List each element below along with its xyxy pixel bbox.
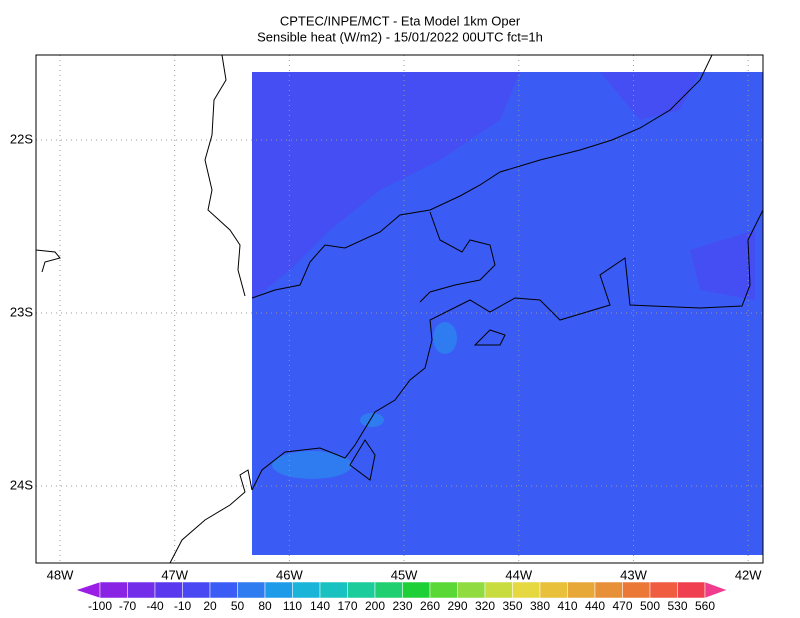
lon-label: 48W [47,567,74,582]
coastline [169,469,253,564]
colorbar-box [539,581,568,599]
colorbar-box [237,581,266,599]
colorbar-label: 50 [231,599,245,613]
data-field [252,72,763,555]
grid [36,55,763,563]
colorbar-box [429,581,458,599]
colorbar-box [374,581,403,599]
colorbar-box [182,581,211,599]
colorbar-box [677,581,706,599]
field-patch [360,413,384,427]
colorbar-label: 200 [365,599,385,613]
lat-label: 23S [10,304,33,319]
colorbar-label: 170 [337,599,357,613]
colorbar-label: -40 [146,599,164,613]
coastline [473,329,506,346]
lon-label: 42W [735,567,762,582]
colorbar-box [319,581,348,599]
colorbar-label: 380 [530,599,550,613]
colorbar-label: -100 [88,599,112,613]
lon-label: 43W [620,567,647,582]
lon-label: 44W [505,567,532,582]
colorbar-box [484,581,513,599]
colorbar-arrow [75,581,101,599]
field-patch [252,72,520,300]
colorbar-label: 20 [203,599,217,613]
lon-label: 46W [276,567,303,582]
colorbar-label: 560 [695,599,715,613]
colorbar-label: 440 [585,599,605,613]
colorbar-box [402,581,431,599]
coastlines [35,54,764,564]
colorbar-box [594,581,623,599]
colorbar-label: 470 [612,599,632,613]
colorbar-label: 80 [258,599,272,613]
colorbar-label: 290 [447,599,467,613]
lon-label: 45W [391,567,418,582]
lat-label: 22S [10,131,33,146]
colorbar-label: 350 [502,599,522,613]
colorbar-box [622,581,651,599]
colorbar-box [292,581,321,599]
title: CPTEC/INPE/MCT - Eta Model 1km Oper [280,13,521,28]
colorbar-box [649,581,678,599]
map-frame [35,54,764,564]
field-patch [600,72,700,120]
colorbar-label: -10 [174,599,192,613]
lat-label: 24S [10,477,33,492]
colorbar-label: -70 [119,599,137,613]
colorbar-box [127,581,156,599]
coastline [35,249,61,273]
colorbar-box [209,581,238,599]
colorbar-label: 230 [392,599,412,613]
coastline [204,54,246,297]
colorbar-box [567,581,596,599]
coastline [419,211,496,303]
colorbar-box [347,581,376,599]
coastline [251,54,713,299]
field-patch [433,322,457,354]
colorbar-label: 110 [283,599,302,613]
colorbar-label: 260 [420,599,440,613]
colorbar-box [512,581,541,599]
colorbar-label: 500 [640,599,660,613]
colorbar-box [264,581,293,599]
colorbar-box [154,581,183,599]
colorbar-box [99,581,128,599]
colorbar-label: 140 [310,599,330,613]
colorbar-label: 530 [667,599,687,613]
lon-label: 47W [161,567,188,582]
colorbar-label: 320 [475,599,495,613]
field-patch [690,230,755,300]
coastline [251,209,764,491]
coastline [349,439,376,481]
colorbar: -100 -70 -40 -10 20 50 80 110 140 170 200 230 260 290… [75,581,728,613]
colorbar-arrow [704,581,728,599]
field-patch [272,451,352,479]
colorbar-box [457,581,486,599]
colorbar-label: 410 [557,599,577,613]
subtitle: Sensible heat (W/m2) - 15/01/2022 00UTC … [257,29,543,44]
